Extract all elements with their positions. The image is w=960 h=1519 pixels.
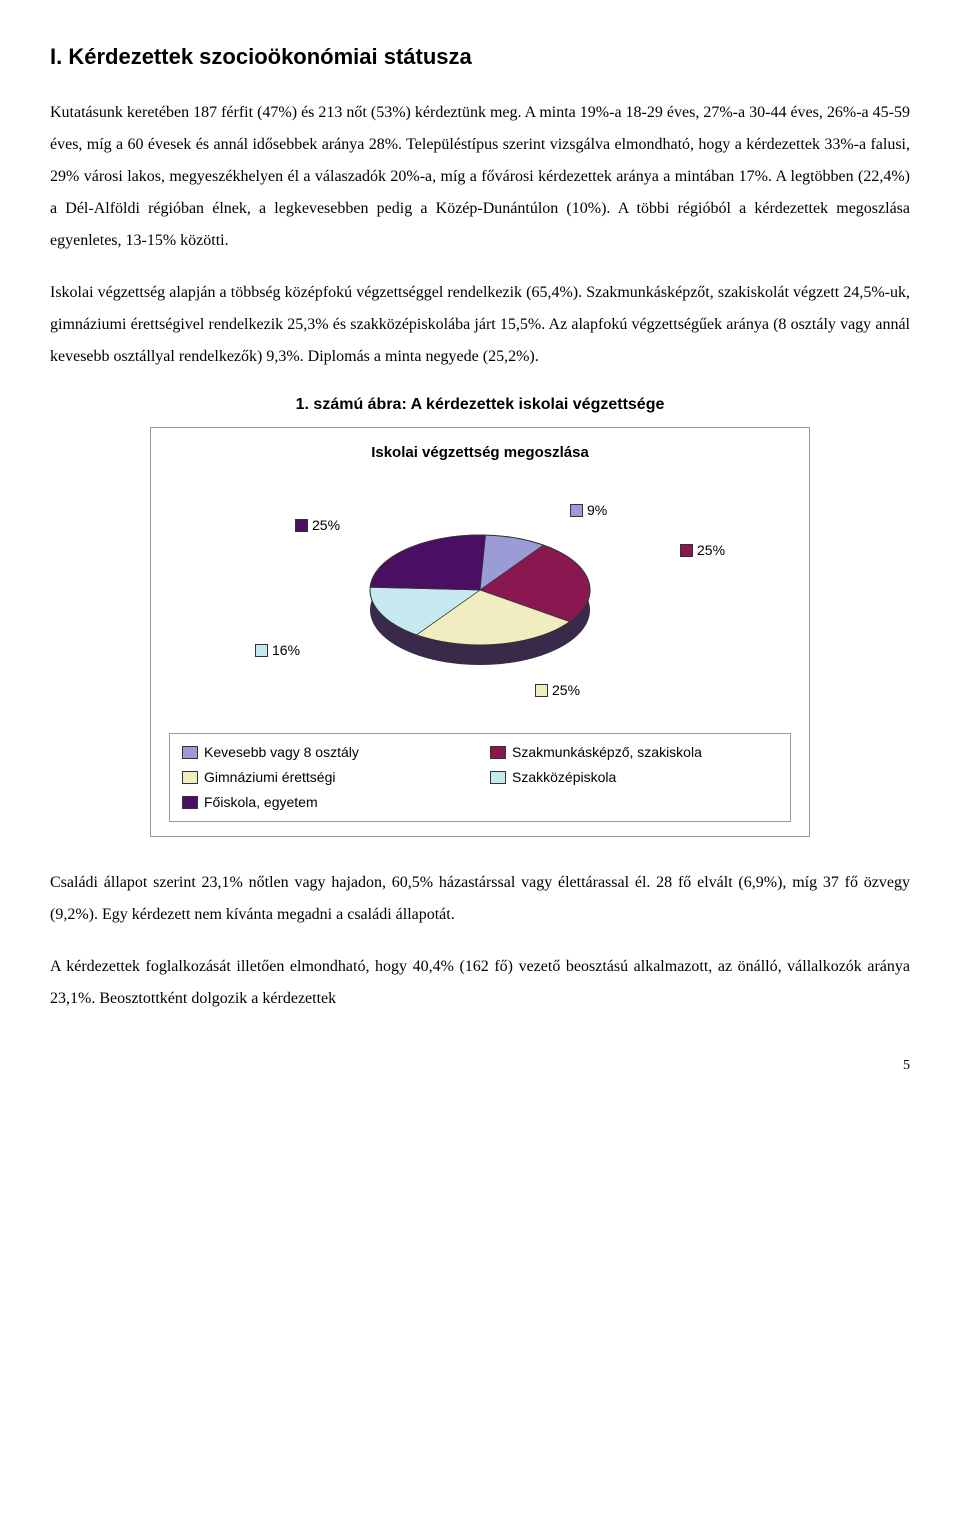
pct-text: 25%: [312, 515, 340, 536]
pie-svg: [350, 515, 610, 695]
legend-item: Szakmunkásképző, szakiskola: [490, 742, 778, 763]
pie-wrap: 9% 25% 25% 16% 25%: [170, 485, 790, 715]
education-pie-chart: Iskolai végzettség megoszlása 9% 25% 25% 16…: [150, 427, 810, 837]
legend-label: Szakmunkásképző, szakiskola: [512, 742, 702, 763]
swatch-icon: [182, 796, 198, 809]
paragraph-3: Családi állapot szerint 23,1% nőtlen vag…: [50, 867, 910, 931]
paragraph-2: Iskolai végzettség alapján a többség köz…: [50, 277, 910, 373]
pct-text: 9%: [587, 500, 607, 521]
legend-label: Kevesebb vagy 8 osztály: [204, 742, 359, 763]
legend-label: Főiskola, egyetem: [204, 792, 318, 813]
legend-label: Szakközépiskola: [512, 767, 616, 788]
legend-item: Kevesebb vagy 8 osztály: [182, 742, 470, 763]
pct-label: 25%: [535, 680, 580, 701]
pct-label: 9%: [570, 500, 607, 521]
pct-text: 16%: [272, 640, 300, 661]
section-heading: I. Kérdezettek szocioökonómiai státusza: [50, 40, 910, 73]
swatch-icon: [255, 644, 268, 657]
swatch-icon: [535, 684, 548, 697]
swatch-icon: [490, 771, 506, 784]
legend-item: Főiskola, egyetem: [182, 792, 470, 813]
legend-item: Gimnáziumi érettségi: [182, 767, 470, 788]
swatch-icon: [680, 544, 693, 557]
figure-title: 1. számú ábra: A kérdezettek iskolai vég…: [50, 393, 910, 417]
pct-label: 25%: [295, 515, 340, 536]
chart-legend: Kevesebb vagy 8 osztály Szakmunkásképző, …: [169, 733, 791, 822]
chart-title: Iskolai végzettség megoszlása: [169, 442, 791, 465]
pct-label: 25%: [680, 540, 725, 561]
paragraph-4: A kérdezettek foglalkozását illetően elm…: [50, 951, 910, 1015]
pie-slice: [370, 535, 485, 590]
pct-text: 25%: [697, 540, 725, 561]
pct-text: 25%: [552, 680, 580, 701]
legend-label: Gimnáziumi érettségi: [204, 767, 336, 788]
swatch-icon: [570, 504, 583, 517]
swatch-icon: [182, 746, 198, 759]
page-number: 5: [50, 1055, 910, 1076]
paragraph-1: Kutatásunk keretében 187 férfit (47%) és…: [50, 97, 910, 257]
swatch-icon: [490, 746, 506, 759]
swatch-icon: [295, 519, 308, 532]
swatch-icon: [182, 771, 198, 784]
legend-item: Szakközépiskola: [490, 767, 778, 788]
pct-label: 16%: [255, 640, 300, 661]
